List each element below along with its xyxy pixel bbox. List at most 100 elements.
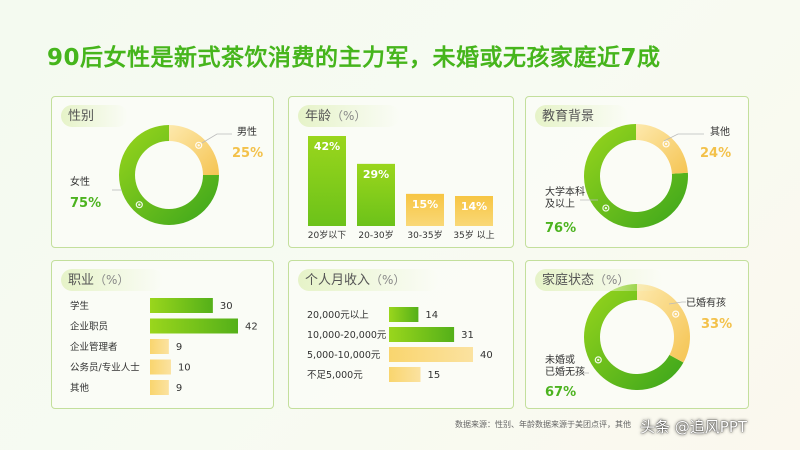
gender-title-text: 性别	[68, 109, 95, 124]
gender-label-minor: 男性	[237, 125, 257, 138]
occupation-bar-value: 9	[176, 342, 182, 353]
education-label-major: 大学本科及以上	[545, 185, 585, 210]
age-bar-value: 15%	[412, 198, 438, 211]
income-bar	[389, 347, 473, 362]
age-panel-title: 年龄（%）	[298, 105, 401, 127]
gender-marker-dot-major	[138, 203, 141, 206]
age-bar	[308, 136, 346, 226]
gender-leader-minor	[201, 133, 232, 144]
education-panel-title: 教育背景	[535, 105, 629, 127]
page-title: 90后女性是新式茶饮消费的主力军，未婚或无孩家庭近7成	[47, 45, 661, 71]
occupation-bar-value: 42	[245, 322, 258, 333]
income-bar-value: 15	[428, 370, 441, 381]
age-bar	[406, 193, 444, 226]
occupation-category-label: 学生	[70, 300, 90, 312]
income-category-label: 不足5,000元	[307, 370, 363, 381]
data-source-note: 数据来源：性别、年龄数据来源于美团点评，其他	[455, 420, 631, 429]
age-bar	[455, 196, 493, 226]
family-value-major: 67%	[545, 385, 576, 400]
gender-marker-dot-minor	[197, 144, 200, 147]
gender-label-major: 女性	[70, 175, 90, 188]
education-value-minor: 24%	[700, 146, 731, 161]
gender-slice-minor	[169, 125, 219, 175]
income-category-label: 10,000-20,000元	[307, 330, 387, 341]
income-category-label: 5,000-10,000元	[307, 350, 381, 361]
family-marker-minor	[672, 310, 680, 318]
occupation-bar-value: 9	[176, 383, 182, 394]
education-chart: 其他 24% 大学本科及以上 76%	[545, 124, 731, 236]
occupation-title-text: 职业	[68, 273, 95, 288]
occupation-bar-value: 30	[220, 301, 233, 312]
gender-slice-major	[119, 125, 219, 225]
family-marker-dot-major	[597, 358, 600, 362]
gender-chart: 男性 25% 女性 75%	[70, 125, 263, 225]
occupation-category-label: 其他	[70, 382, 90, 394]
age-category-label: 30-35岁	[407, 229, 442, 241]
family-leader-minor	[668, 301, 686, 305]
education-slice-major	[584, 124, 688, 228]
education-marker-minor	[662, 140, 670, 148]
gender-value-major: 75%	[70, 196, 101, 211]
income-title-text: 个人月收入	[305, 273, 371, 288]
occupation-panel-title: 职业（%）	[61, 269, 164, 291]
income-panel-title: 个人月收入（%）	[298, 269, 440, 291]
occupation-bar	[150, 359, 171, 375]
occupation-category-label: 企业职员	[70, 321, 108, 333]
age-category-label: 35岁 以上	[453, 229, 494, 241]
income-panel: 20,000元以上 14 10,000-20,000元 31 5,000-10,000元…	[288, 260, 514, 409]
age-title-text: 年龄	[305, 109, 332, 124]
family-chart: 已婚有孩 33% 未婚或已婚无孩 67%	[545, 284, 732, 400]
income-bar	[389, 327, 455, 342]
family-label-minor: 已婚有孩	[686, 296, 726, 309]
age-unit: （%）	[331, 109, 367, 123]
occupation-bar-value: 10	[178, 363, 191, 374]
income-bar-value: 40	[480, 350, 493, 361]
age-panel: 42% 20岁以下 29% 20-30岁 15% 30-35岁 14% 35岁 以上 年龄（%…	[288, 96, 514, 248]
income-bar	[389, 307, 419, 322]
income-bar-value: 31	[461, 330, 474, 341]
education-label-minor: 其他	[710, 125, 730, 138]
occupation-bar	[150, 380, 169, 395]
family-marker-major	[594, 356, 602, 364]
gender-value-minor: 25%	[232, 146, 263, 161]
education-marker-dot-major	[604, 206, 608, 210]
income-chart: 20,000元以上 14 10,000-20,000元 31 5,000-10,000元…	[307, 307, 493, 382]
income-bar	[389, 367, 421, 382]
watermark: 头条 @追风PPT	[640, 418, 748, 436]
education-panel: 其他 24% 大学本科及以上 76% 教育背景	[525, 96, 749, 248]
education-marker-dot-minor	[664, 142, 668, 146]
family-title-text: 家庭状态	[542, 273, 595, 288]
age-bar-value: 42%	[314, 140, 340, 153]
income-unit: （%）	[370, 273, 406, 287]
family-label-major: 未婚或已婚无孩	[545, 353, 585, 378]
family-panel-title: 家庭状态（%）	[535, 269, 664, 291]
education-slice-minor	[636, 124, 688, 174]
family-slice-major	[584, 284, 684, 390]
education-leader-minor	[663, 133, 704, 142]
income-bar-value: 14	[425, 310, 438, 321]
age-category-label: 20岁以下	[308, 229, 346, 241]
family-unit: （%）	[594, 273, 630, 287]
age-bar-value: 29%	[363, 168, 389, 181]
family-value-minor: 33%	[701, 317, 732, 332]
age-category-label: 20-30岁	[358, 229, 393, 241]
occupation-bar	[150, 318, 238, 334]
income-category-label: 20,000元以上	[307, 310, 369, 321]
age-chart: 42% 20岁以下 29% 20-30岁 15% 30-35岁 14% 35岁 以上	[308, 136, 495, 241]
gender-panel: 男性 25% 女性 75% 性别	[51, 96, 274, 248]
occupation-bar	[150, 339, 169, 354]
occupation-panel: 学生 30 企业职员 42 企业管理者 9 公务员/专业人士 10 其他 9 职业（%）	[51, 260, 274, 409]
age-bar-value: 14%	[461, 200, 487, 213]
age-bar	[357, 163, 395, 226]
occupation-chart: 学生 30 企业职员 42 企业管理者 9 公务员/专业人士 10 其他 9	[70, 298, 258, 395]
occupation-category-label: 企业管理者	[70, 341, 118, 353]
education-marker-major	[602, 204, 610, 212]
occupation-category-label: 公务员/专业人士	[70, 362, 140, 374]
family-marker-dot-minor	[674, 312, 677, 316]
gender-marker-major	[135, 201, 143, 209]
education-title-text: 教育背景	[542, 109, 595, 124]
occupation-unit: （%）	[94, 273, 130, 287]
gender-marker-minor	[195, 141, 203, 149]
education-value-major: 76%	[545, 221, 576, 236]
family-panel: 已婚有孩 33% 未婚或已婚无孩 67% 家庭状态（%）	[525, 260, 749, 409]
